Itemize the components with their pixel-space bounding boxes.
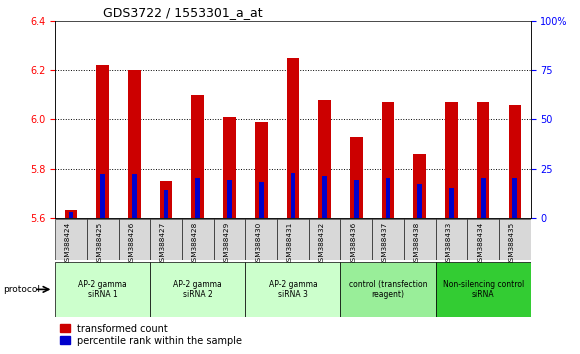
Text: AP-2 gamma
siRNA 3: AP-2 gamma siRNA 3 [269, 280, 317, 299]
Text: protocol: protocol [3, 285, 40, 294]
Bar [68, 212, 73, 218]
Bar [382, 102, 394, 218]
Bar [227, 181, 232, 218]
Text: GSM388428: GSM388428 [192, 222, 198, 266]
Bar [445, 102, 458, 218]
Bar [132, 175, 137, 218]
Bar [118, 219, 150, 260]
Text: AP-2 gamma
siRNA 2: AP-2 gamma siRNA 2 [173, 280, 222, 299]
Bar [340, 219, 372, 260]
Bar [481, 178, 485, 218]
Text: GSM388429: GSM388429 [223, 222, 230, 266]
Bar [55, 219, 87, 260]
Bar [477, 102, 490, 218]
Bar [87, 219, 118, 260]
Bar [195, 178, 200, 218]
Bar [309, 219, 340, 260]
Bar [245, 262, 340, 317]
Bar [436, 219, 467, 260]
Text: GDS3722 / 1553301_a_at: GDS3722 / 1553301_a_at [103, 6, 262, 19]
Bar [182, 219, 213, 260]
Bar [513, 178, 517, 218]
Bar [100, 175, 105, 218]
Bar [259, 182, 263, 218]
Bar [150, 262, 245, 317]
Text: GSM388431: GSM388431 [287, 222, 293, 266]
Bar [287, 58, 299, 218]
Text: GSM388432: GSM388432 [318, 222, 325, 266]
Bar [322, 176, 327, 218]
Text: GSM388433: GSM388433 [445, 222, 451, 266]
Bar [213, 219, 245, 260]
Bar [291, 172, 295, 218]
Bar [223, 117, 236, 218]
Bar [128, 70, 141, 218]
Bar [449, 188, 454, 218]
Bar [467, 219, 499, 260]
Legend: transformed count, percentile rank within the sample: transformed count, percentile rank withi… [60, 324, 242, 346]
Bar [150, 219, 182, 260]
Text: GSM388435: GSM388435 [509, 222, 515, 266]
Bar [318, 100, 331, 218]
Bar [55, 262, 150, 317]
Bar [404, 219, 436, 260]
Text: GSM388436: GSM388436 [350, 222, 356, 266]
Text: GSM388424: GSM388424 [65, 222, 71, 266]
Text: GSM388425: GSM388425 [97, 222, 103, 266]
Bar [499, 219, 531, 260]
Bar [191, 95, 204, 218]
Bar [160, 181, 172, 218]
Text: GSM388438: GSM388438 [414, 222, 420, 266]
Bar [64, 210, 77, 218]
Text: GSM388427: GSM388427 [160, 222, 166, 266]
Bar [418, 184, 422, 218]
Bar [255, 122, 267, 218]
Text: GSM388437: GSM388437 [382, 222, 388, 266]
Text: AP-2 gamma
siRNA 1: AP-2 gamma siRNA 1 [78, 280, 127, 299]
Text: Non-silencing control
siRNA: Non-silencing control siRNA [443, 280, 524, 299]
Bar [245, 219, 277, 260]
Bar [509, 105, 521, 218]
Bar [372, 219, 404, 260]
Text: GSM388430: GSM388430 [255, 222, 261, 266]
Bar [340, 262, 436, 317]
Bar [350, 137, 362, 218]
Bar [164, 190, 168, 218]
Bar [354, 181, 358, 218]
Text: GSM388426: GSM388426 [128, 222, 135, 266]
Bar [414, 154, 426, 218]
Bar [386, 178, 390, 218]
Bar [436, 262, 531, 317]
Text: control (transfection
reagent): control (transfection reagent) [349, 280, 427, 299]
Text: GSM388434: GSM388434 [477, 222, 483, 266]
Bar [96, 65, 109, 218]
Bar [277, 219, 309, 260]
